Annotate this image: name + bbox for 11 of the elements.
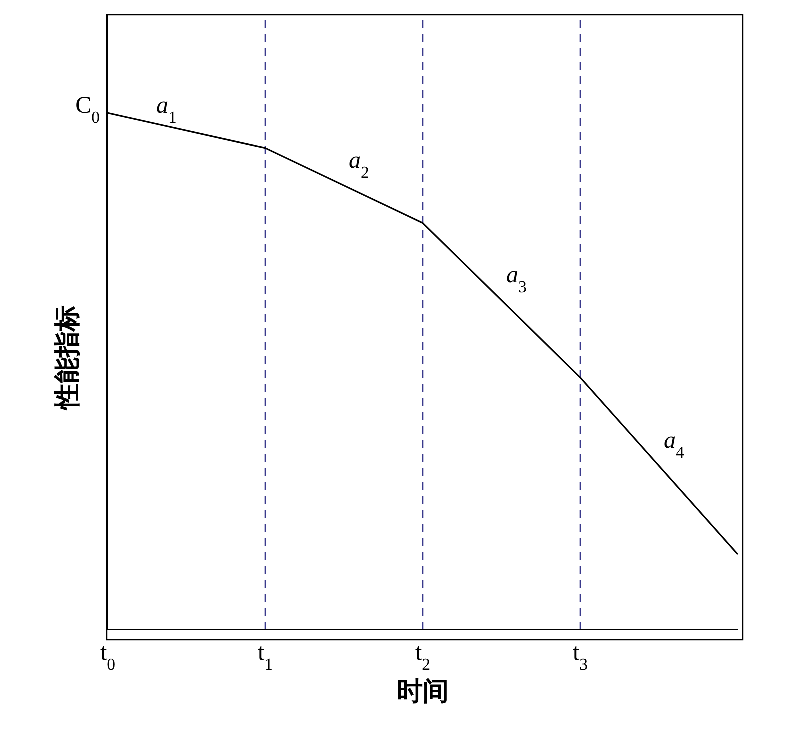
x-tick-label: t$_{1}$ — [258, 640, 274, 674]
annotation: a$_{1}$ — [156, 92, 177, 126]
annotation: C$_{0}$ — [76, 93, 100, 127]
y-axis-title: 性能指标 — [53, 306, 83, 412]
annotation: a$_{4}$ — [664, 428, 686, 462]
x-axis-title: 时间 — [397, 677, 449, 707]
x-tick-label: t$_{0}$ — [100, 640, 116, 674]
annotation: a$_{2}$ — [349, 148, 370, 182]
x-tick-label: t$_{2}$ — [415, 640, 431, 674]
x-tick-label: t$_{3}$ — [572, 640, 588, 674]
annotation: a$_{3}$ — [506, 262, 527, 296]
